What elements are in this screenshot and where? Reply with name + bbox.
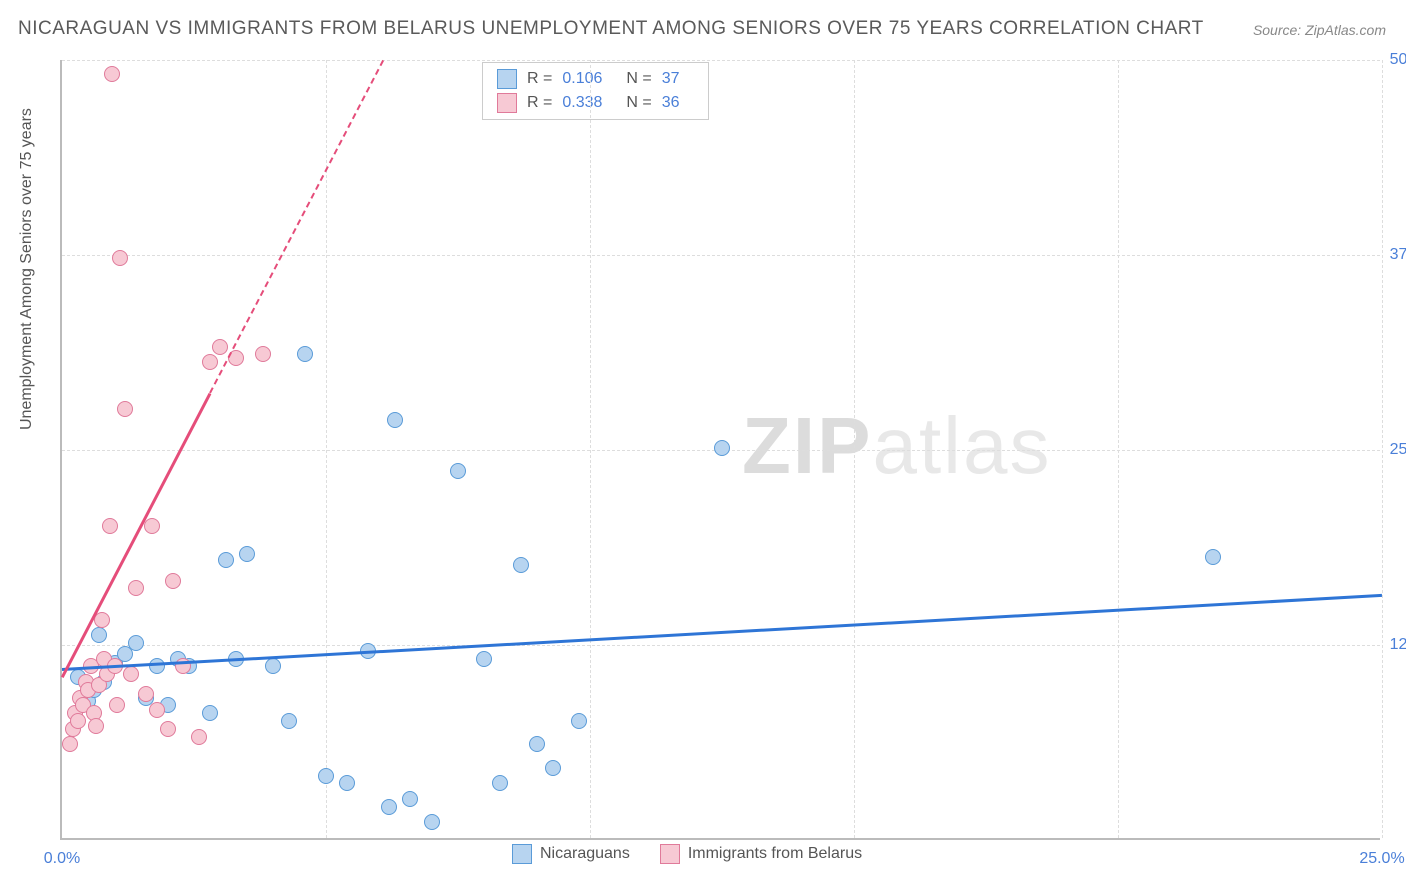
- data-point: [117, 401, 133, 417]
- data-point: [88, 718, 104, 734]
- xtick-label: 25.0%: [1359, 850, 1404, 868]
- legend-label-1: Nicaraguans: [540, 845, 630, 863]
- ytick-label: 50.0%: [1390, 51, 1406, 69]
- stats-row-2: R = 0.338 N = 36: [497, 93, 694, 113]
- data-point: [128, 580, 144, 596]
- gridline-v: [1118, 60, 1119, 838]
- trend-line: [209, 61, 384, 394]
- data-point: [281, 713, 297, 729]
- chart-title: NICARAGUAN VS IMMIGRANTS FROM BELARUS UN…: [18, 18, 1204, 40]
- n-label: N =: [626, 94, 651, 112]
- source-label: Source: ZipAtlas.com: [1253, 22, 1386, 38]
- data-point: [202, 354, 218, 370]
- data-point: [191, 729, 207, 745]
- legend-swatch-belarus: [660, 844, 680, 864]
- data-point: [318, 768, 334, 784]
- data-point: [387, 412, 403, 428]
- data-point: [265, 658, 281, 674]
- gridline-h: [62, 255, 1380, 256]
- data-point: [218, 552, 234, 568]
- data-point: [202, 705, 218, 721]
- data-point: [102, 518, 118, 534]
- legend-swatch-1: [497, 69, 517, 89]
- ytick-label: 12.5%: [1390, 636, 1406, 654]
- data-point: [1205, 549, 1221, 565]
- data-point: [545, 760, 561, 776]
- data-point: [62, 736, 78, 752]
- data-point: [109, 697, 125, 713]
- gridline-h: [62, 60, 1380, 61]
- data-point: [138, 686, 154, 702]
- data-point: [128, 635, 144, 651]
- legend-label-2: Immigrants from Belarus: [688, 845, 862, 863]
- data-point: [381, 799, 397, 815]
- data-point: [255, 346, 271, 362]
- legend-item-1: Nicaraguans: [512, 844, 630, 864]
- data-point: [476, 651, 492, 667]
- gridline-h: [62, 645, 1380, 646]
- data-point: [513, 557, 529, 573]
- gridline-v: [590, 60, 591, 838]
- data-point: [104, 66, 120, 82]
- watermark: ZIPatlas: [742, 400, 1051, 492]
- stats-row-1: R = 0.106 N = 37: [497, 69, 694, 89]
- gridline-v: [326, 60, 327, 838]
- y-axis-label: Unemployment Among Seniors over 75 years: [18, 108, 36, 430]
- legend-swatch-nicaraguans: [512, 844, 532, 864]
- data-point: [165, 573, 181, 589]
- data-point: [160, 721, 176, 737]
- data-point: [212, 339, 228, 355]
- n-label: N =: [626, 70, 651, 88]
- plot-area: ZIPatlas R = 0.106 N = 37 R = 0.338 N = …: [60, 60, 1380, 840]
- data-point: [714, 440, 730, 456]
- data-point: [70, 713, 86, 729]
- data-point: [123, 666, 139, 682]
- r-label: R =: [527, 94, 552, 112]
- r-value-2: 0.338: [562, 94, 602, 112]
- data-point: [112, 250, 128, 266]
- r-label: R =: [527, 70, 552, 88]
- data-point: [297, 346, 313, 362]
- series-legend: Nicaraguans Immigrants from Belarus: [512, 844, 862, 864]
- legend-swatch-2: [497, 93, 517, 113]
- data-point: [424, 814, 440, 830]
- data-point: [149, 702, 165, 718]
- data-point: [149, 658, 165, 674]
- data-point: [239, 546, 255, 562]
- data-point: [450, 463, 466, 479]
- xtick-label: 0.0%: [44, 850, 80, 868]
- data-point: [339, 775, 355, 791]
- gridline-v: [854, 60, 855, 838]
- stats-legend: R = 0.106 N = 37 R = 0.338 N = 36: [482, 62, 709, 120]
- data-point: [492, 775, 508, 791]
- legend-item-2: Immigrants from Belarus: [660, 844, 862, 864]
- watermark-light: atlas: [872, 401, 1051, 490]
- data-point: [91, 627, 107, 643]
- r-value-1: 0.106: [562, 70, 602, 88]
- gridline-v: [1382, 60, 1383, 838]
- data-point: [529, 736, 545, 752]
- watermark-bold: ZIP: [742, 401, 872, 490]
- ytick-label: 37.5%: [1390, 246, 1406, 264]
- n-value-1: 37: [662, 70, 680, 88]
- data-point: [144, 518, 160, 534]
- data-point: [402, 791, 418, 807]
- trend-line: [62, 594, 1382, 671]
- ytick-label: 25.0%: [1390, 441, 1406, 459]
- data-point: [571, 713, 587, 729]
- n-value-2: 36: [662, 94, 680, 112]
